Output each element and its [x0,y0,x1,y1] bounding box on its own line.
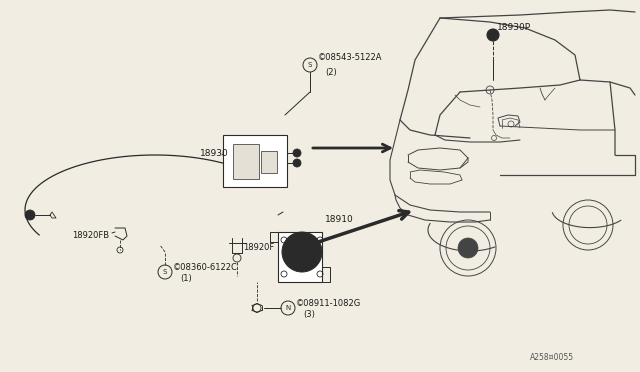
Text: (1): (1) [180,273,192,282]
Text: 18920FB: 18920FB [72,231,109,240]
Text: A258¤0055: A258¤0055 [530,353,574,362]
FancyBboxPatch shape [261,151,277,173]
Text: S: S [163,269,167,275]
Circle shape [282,232,322,272]
Text: (3): (3) [303,310,315,318]
Circle shape [293,149,301,157]
Text: 18930: 18930 [200,148,228,157]
Text: ©08543-5122A: ©08543-5122A [318,54,383,62]
Circle shape [487,29,499,41]
Circle shape [25,210,35,220]
Text: (2): (2) [325,67,337,77]
Text: ©08911-1082G: ©08911-1082G [296,299,361,308]
Circle shape [289,239,315,265]
Circle shape [297,247,307,257]
Text: 18920F: 18920F [243,244,275,253]
Circle shape [458,238,478,258]
Text: S: S [308,62,312,68]
Text: N: N [285,305,291,311]
Text: 18930P: 18930P [497,23,531,32]
Circle shape [490,32,496,38]
FancyBboxPatch shape [278,232,322,282]
FancyBboxPatch shape [233,144,259,179]
FancyBboxPatch shape [223,135,287,187]
Circle shape [293,159,301,167]
Text: ©08360-6122C: ©08360-6122C [173,263,238,273]
Text: 18910: 18910 [325,215,354,224]
